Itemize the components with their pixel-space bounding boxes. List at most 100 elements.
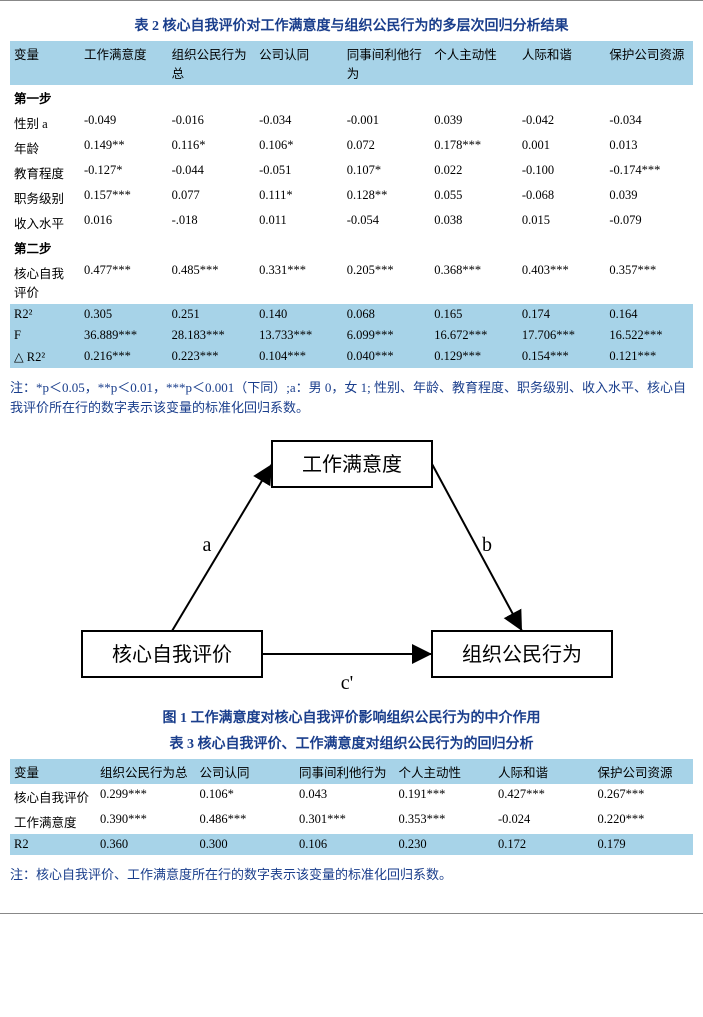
table-cell: -0.100 (518, 160, 606, 185)
col-header: 公司认同 (255, 41, 343, 85)
table-cell: 0.301*** (295, 809, 395, 834)
table-cell: 0.174 (518, 304, 606, 325)
table-row: 年龄0.149**0.116*0.106*0.0720.178***0.0010… (10, 135, 693, 160)
col-header: 人际和谐 (494, 759, 594, 784)
table-row: 性别 a-0.049-0.016-0.034-0.0010.039-0.042-… (10, 110, 693, 135)
table-cell: 0.486*** (196, 809, 296, 834)
table-cell: 0.016 (80, 210, 168, 235)
table-cell: -0.034 (255, 110, 343, 135)
col-header: 公司认同 (196, 759, 296, 784)
table-cell: 性别 a (10, 110, 80, 135)
table-cell: -.018 (168, 210, 256, 235)
table-cell: 0.216*** (80, 346, 168, 368)
table-row: △ R2²0.216***0.223***0.104***0.040***0.1… (10, 346, 693, 368)
table-cell: 0.022 (430, 160, 518, 185)
table-cell: 0.427*** (494, 784, 594, 809)
table-cell: 0.116* (168, 135, 256, 160)
table-cell: 0.121*** (605, 346, 693, 368)
table-cell: 核心自我评价 (10, 260, 80, 304)
table-cell: 0.178*** (430, 135, 518, 160)
table-row: 核心自我评价0.477***0.485***0.331***0.205***0.… (10, 260, 693, 304)
table-cell: -0.016 (168, 110, 256, 135)
table3-caption: 表 3 核心自我评价、工作满意度对组织公民行为的回归分析 (10, 733, 693, 753)
table-cell: 0.300 (196, 834, 296, 855)
table-cell: 0.191*** (395, 784, 495, 809)
col-header: 个人主动性 (395, 759, 495, 784)
table-cell: 0.357*** (605, 260, 693, 304)
table-cell: 0.055 (430, 185, 518, 210)
table-cell: 职务级别 (10, 185, 80, 210)
table-cell: 0.011 (255, 210, 343, 235)
table-cell: 0.043 (295, 784, 395, 809)
table-row: F36.889***28.183***13.733***6.099***16.6… (10, 325, 693, 346)
table-cell: 0.172 (494, 834, 594, 855)
table-cell: 0.368*** (430, 260, 518, 304)
table-cell: 0.072 (343, 135, 431, 160)
table-cell: -0.049 (80, 110, 168, 135)
node-label: 组织公民行为 (462, 643, 582, 666)
table-cell: 0.129*** (430, 346, 518, 368)
table-cell: 0.485*** (168, 260, 256, 304)
col-header: 个人主动性 (430, 41, 518, 85)
table-cell: 0.157*** (80, 185, 168, 210)
col-header: 同事间利他行为 (343, 41, 431, 85)
table-row: 教育程度-0.127*-0.044-0.0510.107*0.022-0.100… (10, 160, 693, 185)
table-cell: 0.403*** (518, 260, 606, 304)
table2-caption: 表 2 核心自我评价对工作满意度与组织公民行为的多层次回归分析结果 (10, 15, 693, 35)
table-cell: 0.164 (605, 304, 693, 325)
col-header: 组织公民行为总 (168, 41, 256, 85)
table-cell: 0.039 (605, 185, 693, 210)
table-cell: 0.038 (430, 210, 518, 235)
col-header: 工作满意度 (80, 41, 168, 85)
table2-note: 注：*p＜0.05，**p＜0.01，***p＜0.001（下同）;a：男 0，… (10, 378, 693, 417)
node-label: 核心自我评价 (112, 643, 232, 666)
table-cell: 0.001 (518, 135, 606, 160)
table-cell: -0.024 (494, 809, 594, 834)
col-header: 同事间利他行为 (295, 759, 395, 784)
table-cell: R2 (10, 834, 96, 855)
table-cell: 0.111* (255, 185, 343, 210)
col-header: 保护公司资源 (605, 41, 693, 85)
table-cell: 16.672*** (430, 325, 518, 346)
edge-label: b (482, 534, 492, 556)
table-cell: 0.223*** (168, 346, 256, 368)
table-cell: 0.128** (343, 185, 431, 210)
table-cell: 0.205*** (343, 260, 431, 304)
table-cell: 核心自我评价 (10, 784, 96, 809)
table-cell: 0.220*** (594, 809, 694, 834)
table-cell: 工作满意度 (10, 809, 96, 834)
table-cell: 0.040*** (343, 346, 431, 368)
table-cell: 0.106 (295, 834, 395, 855)
table-cell: 0.107* (343, 160, 431, 185)
table-cell: F (10, 325, 80, 346)
figure1-caption: 图 1 工作满意度对核心自我评价影响组织公民行为的中介作用 (10, 707, 693, 727)
table-cell: -0.001 (343, 110, 431, 135)
table-cell: 0.390*** (96, 809, 196, 834)
table-cell: 教育程度 (10, 160, 80, 185)
edge-label: a (202, 534, 211, 556)
table-cell: 年龄 (10, 135, 80, 160)
table-cell: -0.044 (168, 160, 256, 185)
table-cell: 0.179 (594, 834, 694, 855)
table-row: R20.3600.3000.1060.2300.1720.179 (10, 834, 693, 855)
table-cell: 0.039 (430, 110, 518, 135)
table-cell: R2² (10, 304, 80, 325)
table-cell: 0.104*** (255, 346, 343, 368)
table-cell: 0.013 (605, 135, 693, 160)
table-cell: -0.174*** (605, 160, 693, 185)
col-header: 组织公民行为总 (96, 759, 196, 784)
table-cell: 13.733*** (255, 325, 343, 346)
table-cell: 0.149** (80, 135, 168, 160)
table-cell: 36.889*** (80, 325, 168, 346)
table-cell: 0.267*** (594, 784, 694, 809)
table-cell: 0.230 (395, 834, 495, 855)
diagram-edge (172, 464, 272, 631)
edge-label: c' (340, 672, 352, 694)
table-cell: 0.305 (80, 304, 168, 325)
table-cell: 0.140 (255, 304, 343, 325)
table-cell: 0.015 (518, 210, 606, 235)
col-variable: 变量 (10, 41, 80, 85)
table-cell: 0.077 (168, 185, 256, 210)
table-cell: 0.068 (343, 304, 431, 325)
table-cell: △ R2² (10, 346, 80, 368)
